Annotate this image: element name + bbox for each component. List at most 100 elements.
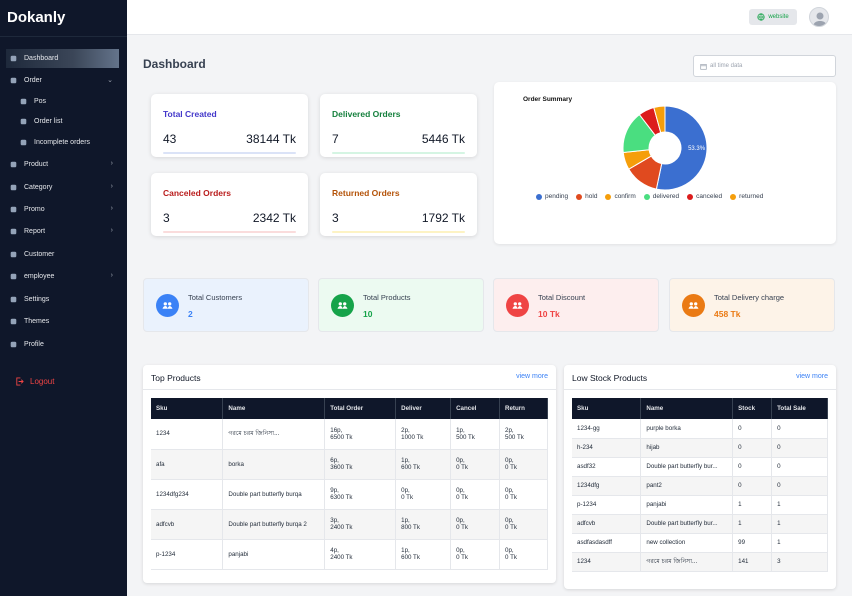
- column-header[interactable]: Name: [640, 398, 734, 419]
- cell-line: 1p,: [456, 426, 465, 434]
- sidebar-item-pos[interactable]: Pos: [6, 92, 119, 111]
- low-stock-view-more-link[interactable]: view more: [796, 373, 828, 380]
- table-row[interactable]: adfcvb Double part butterfly burqa 2 3p, 24…: [151, 509, 548, 540]
- table-row[interactable]: 1234 গরমে চরম জিনিসা... 141 3: [572, 552, 828, 572]
- table-row[interactable]: 1234-gg purple borka 0 0: [572, 419, 828, 439]
- legend-item-pending[interactable]: pending: [536, 193, 568, 200]
- column-header[interactable]: Cancel: [450, 398, 501, 419]
- column-header[interactable]: Total Order: [324, 398, 397, 419]
- table-row[interactable]: p-1234 panjabi 4p, 2400 Tk 1p, 600 Tk 0p, 0 Tk 0…: [151, 539, 548, 570]
- table-row[interactable]: h-234 hijab 0 0: [572, 438, 828, 458]
- box-icon: [331, 294, 354, 317]
- canceled-orders-card[interactable]: Canceled Orders 3 2342 Tk: [151, 173, 308, 236]
- pie-slice-pending[interactable]: [655, 105, 708, 191]
- sidebar-item-category[interactable]: Category ›: [6, 178, 119, 197]
- cell-line: 0p,: [505, 517, 514, 524]
- sidebar-item-incomplete-orders[interactable]: Incomplete orders: [6, 133, 119, 152]
- cell-line: 1p,: [401, 547, 410, 554]
- legend-item-confirm[interactable]: confirm: [605, 193, 636, 200]
- logout-button[interactable]: Logout: [15, 377, 54, 386]
- legend-label: returned: [739, 193, 764, 200]
- logout-icon: [16, 377, 24, 386]
- cell-line: 0 Tk: [456, 524, 468, 531]
- cell-line: 16p,: [330, 426, 343, 434]
- table-cell: 1: [771, 495, 828, 515]
- table-cell: panjabi: [640, 495, 734, 515]
- column-header[interactable]: Return: [499, 398, 548, 419]
- globe-icon: [757, 13, 765, 21]
- cell-line: 0p,: [456, 547, 465, 554]
- table-row[interactable]: 1234dfg234 Double part butterfly burqa 9p,…: [151, 479, 548, 510]
- table-cell: 1: [732, 495, 773, 515]
- card-amount: 38144 Tk: [246, 132, 296, 146]
- card-count: 43: [163, 132, 177, 146]
- table-cell: 141: [732, 552, 773, 572]
- column-header[interactable]: Total Sale: [771, 398, 828, 419]
- sidebar-item-settings[interactable]: Settings: [6, 290, 119, 309]
- table-cell: 0p, 0 Tk: [450, 539, 501, 570]
- top-products-view-more-link[interactable]: view more: [516, 373, 548, 380]
- legend-swatch: [730, 193, 737, 200]
- returned-orders-card[interactable]: Returned Orders 3 1792 Tk: [320, 173, 477, 236]
- legend-item-delivered[interactable]: delivered: [643, 193, 679, 200]
- total-created-card[interactable]: Total Created 43 38144 Tk: [151, 94, 308, 157]
- sidebar-item-profile[interactable]: Profile: [6, 335, 119, 354]
- table-cell: 0: [732, 438, 773, 458]
- sidebar-item-label: Category: [24, 184, 53, 191]
- cell-line: 600 Tk: [401, 554, 420, 561]
- column-header[interactable]: Sku: [572, 398, 642, 419]
- sidebar-item-dashboard[interactable]: Dashboard: [6, 49, 119, 68]
- legend-item-canceled[interactable]: canceled: [687, 193, 722, 200]
- table-cell: 0p, 0 Tk: [450, 479, 501, 510]
- card-count: 7: [332, 132, 339, 146]
- avatar[interactable]: [809, 7, 829, 27]
- table-cell: 0p, 0 Tk: [499, 449, 548, 480]
- card-underline: [332, 231, 465, 233]
- cell-line: 4p,: [330, 547, 339, 554]
- pie-slice-returned[interactable]: [653, 105, 666, 134]
- table-cell: 99: [732, 533, 773, 553]
- sidebar-item-promo[interactable]: Promo ›: [6, 200, 119, 219]
- list-icon: [20, 118, 28, 126]
- legend-item-returned[interactable]: returned: [730, 193, 763, 200]
- table-row[interactable]: 1234dfg pant2 0 0: [572, 476, 828, 496]
- legend-label: confirm: [614, 193, 636, 200]
- total-products-card: Total Products 10: [318, 278, 484, 332]
- sidebar-item-customer[interactable]: Customer: [6, 245, 119, 264]
- table-row[interactable]: asdfasdasdff new collection 99 1: [572, 533, 828, 553]
- total-delivery-charge-card: Total Delivery charge 458 Tk: [669, 278, 835, 332]
- table-cell: 0: [771, 457, 828, 477]
- panel-divider: [564, 389, 836, 390]
- sidebar-item-label: Pos: [34, 98, 47, 105]
- sidebar-item-order[interactable]: Order ⌄: [6, 71, 119, 90]
- stat-label: Total Discount: [538, 293, 586, 302]
- pos-icon: [20, 98, 28, 106]
- table-row[interactable]: asdf32 Double part butterfly bur... 0 0: [572, 457, 828, 477]
- website-button[interactable]: website: [749, 9, 797, 25]
- cell-line: 6500 Tk: [330, 433, 353, 441]
- table-row[interactable]: 1234 গরমে চরম জিনিসা... 16p, 6500 Tk 2p, 1000…: [151, 419, 548, 450]
- date-filter-input[interactable]: all time data: [693, 55, 836, 77]
- sidebar-item-themes[interactable]: Themes: [6, 312, 119, 331]
- sidebar-item-product[interactable]: Product ›: [6, 155, 119, 174]
- column-header[interactable]: Name: [222, 398, 326, 419]
- sidebar-item-label: Product: [24, 161, 49, 168]
- column-header[interactable]: Deliver: [395, 398, 452, 419]
- table-row[interactable]: afa borka 6p, 3600 Tk 1p, 600 Tk 0p, 0 Tk 0p, 0 T…: [151, 449, 548, 480]
- table-cell: 1234: [151, 419, 224, 450]
- legend-swatch: [536, 193, 542, 200]
- table-cell: 0: [771, 419, 828, 439]
- sidebar-item-employee[interactable]: employee ›: [6, 267, 119, 286]
- column-header[interactable]: Stock: [732, 398, 773, 419]
- table-cell: borka: [222, 449, 326, 480]
- legend-label: hold: [585, 193, 598, 200]
- stat-value: 2: [188, 309, 193, 319]
- column-header[interactable]: Sku: [151, 398, 224, 419]
- sidebar-item-order-list[interactable]: Order list: [6, 112, 119, 131]
- delivered-orders-card[interactable]: Delivered Orders 7 5446 Tk: [320, 94, 477, 157]
- sidebar-item-report[interactable]: Report ›: [6, 222, 119, 241]
- legend-item-hold[interactable]: hold: [576, 193, 597, 200]
- table-row[interactable]: adfcvb Double part butterfly bur... 1 1: [572, 514, 828, 534]
- table-cell: 0p, 0 Tk: [450, 449, 501, 480]
- table-row[interactable]: p-1234 panjabi 1 1: [572, 495, 828, 515]
